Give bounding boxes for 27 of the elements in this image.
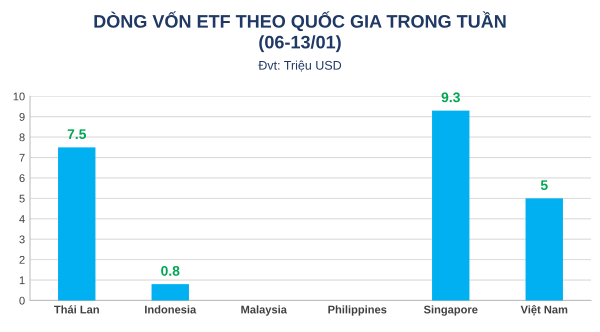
x-tick-label: Việt Nam [520, 305, 568, 316]
bar [152, 284, 189, 300]
y-tick-label: 7 [20, 154, 25, 162]
y-tick-label: 3 [19, 235, 25, 244]
y-tick-label: 8 [19, 133, 25, 142]
bar [58, 147, 96, 300]
chart-title: DÒNG VỐN ETF THEO QUỐC GIA TRONG TUẦN (06-13/01) [94, 11, 506, 52]
bar [432, 110, 470, 300]
x-tick-label: Indonesia [145, 305, 196, 314]
y-tick-label: 4 [19, 215, 25, 223]
x-tick-label: Thái Lan [54, 305, 99, 314]
y-tick-label: 0 [19, 296, 25, 305]
y-tick-label: 9 [19, 112, 25, 121]
chart-subtitle: Đvt: Triệu USD [258, 60, 342, 72]
y-tick-label: 2 [20, 256, 25, 264]
y-tick-label: 1 [20, 276, 25, 284]
data-label: 5 [540, 180, 548, 190]
data-label: 7.5 [68, 129, 86, 140]
data-label: 0.8 [161, 266, 180, 276]
y-tick-label: 6 [20, 174, 25, 182]
data-label: 9.3 [442, 92, 460, 102]
bar [526, 198, 563, 300]
x-tick-label: Singapore [424, 305, 478, 316]
y-tick-label: 5 [19, 194, 25, 203]
x-tick-label: Malaysia [241, 305, 287, 316]
y-tick-label: 10 [14, 92, 25, 100]
x-tick-label: Philippines [328, 305, 386, 316]
